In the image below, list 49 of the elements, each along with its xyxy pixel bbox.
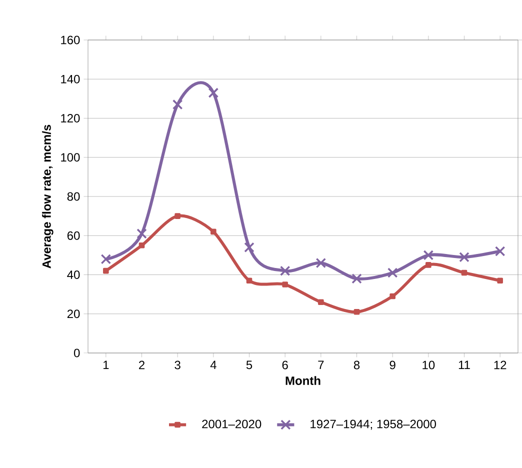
- point: [387, 268, 398, 278]
- legend-label: 1927–1944; 1958–2000: [310, 420, 436, 430]
- x-tick-label: 5: [246, 360, 252, 370]
- point: [210, 228, 216, 235]
- x-axis-title: Month: [286, 376, 320, 385]
- point: [282, 282, 288, 288]
- y-tick-label: 60: [67, 231, 80, 240]
- point: [174, 213, 180, 219]
- point: [138, 242, 145, 248]
- x-tick-label: 9: [390, 360, 396, 370]
- x-tick-label: 10: [422, 360, 435, 370]
- point: [136, 228, 147, 239]
- y-tick-label: 0: [74, 348, 80, 358]
- y-tick-label: 160: [61, 36, 80, 44]
- x-tick-label: 6: [282, 360, 288, 370]
- point: [246, 278, 252, 284]
- y-tick-label: 40: [67, 270, 80, 279]
- point: [280, 266, 290, 276]
- y-tick-label: 80: [67, 192, 80, 201]
- point: [208, 88, 219, 98]
- x-tick-label: 8: [354, 360, 360, 370]
- point: [316, 258, 326, 268]
- x-tick-label: 12: [494, 360, 506, 370]
- x-tick-label: 2: [139, 360, 144, 370]
- y-tick-label: 100: [61, 153, 80, 162]
- point: [494, 246, 506, 256]
- legend-label: 2001–2020: [202, 420, 262, 428]
- point: [426, 262, 432, 268]
- point: [459, 252, 470, 262]
- point: [390, 293, 396, 300]
- y-tick-label: 140: [61, 74, 80, 84]
- point: [352, 274, 362, 284]
- point: [100, 254, 112, 264]
- point: [244, 242, 254, 252]
- point: [461, 270, 468, 276]
- point: [497, 278, 503, 284]
- x-tick-label: 11: [458, 360, 470, 370]
- point: [423, 250, 434, 260]
- point: [354, 309, 360, 315]
- x-tick-label: 1: [103, 360, 109, 370]
- x-tick-label: 4: [210, 360, 216, 370]
- x-tick-label: 3: [174, 360, 180, 370]
- y-tick-label: 120: [61, 114, 80, 122]
- y-axis-title: Average flow rate, mcm/s: [42, 124, 54, 268]
- x-tick-label: 7: [318, 360, 324, 370]
- y-tick-label: 20: [67, 310, 80, 318]
- point: [318, 299, 324, 306]
- point: [172, 99, 183, 110]
- point: [103, 268, 109, 274]
